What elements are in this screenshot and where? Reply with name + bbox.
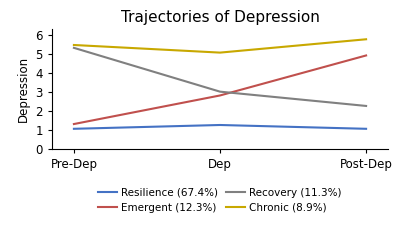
- Legend: Resilience (67.4%), Emergent (12.3%), Recovery (11.3%), Chronic (8.9%): Resilience (67.4%), Emergent (12.3%), Re…: [98, 188, 342, 213]
- Y-axis label: Depression: Depression: [17, 56, 30, 122]
- Title: Trajectories of Depression: Trajectories of Depression: [120, 10, 320, 25]
